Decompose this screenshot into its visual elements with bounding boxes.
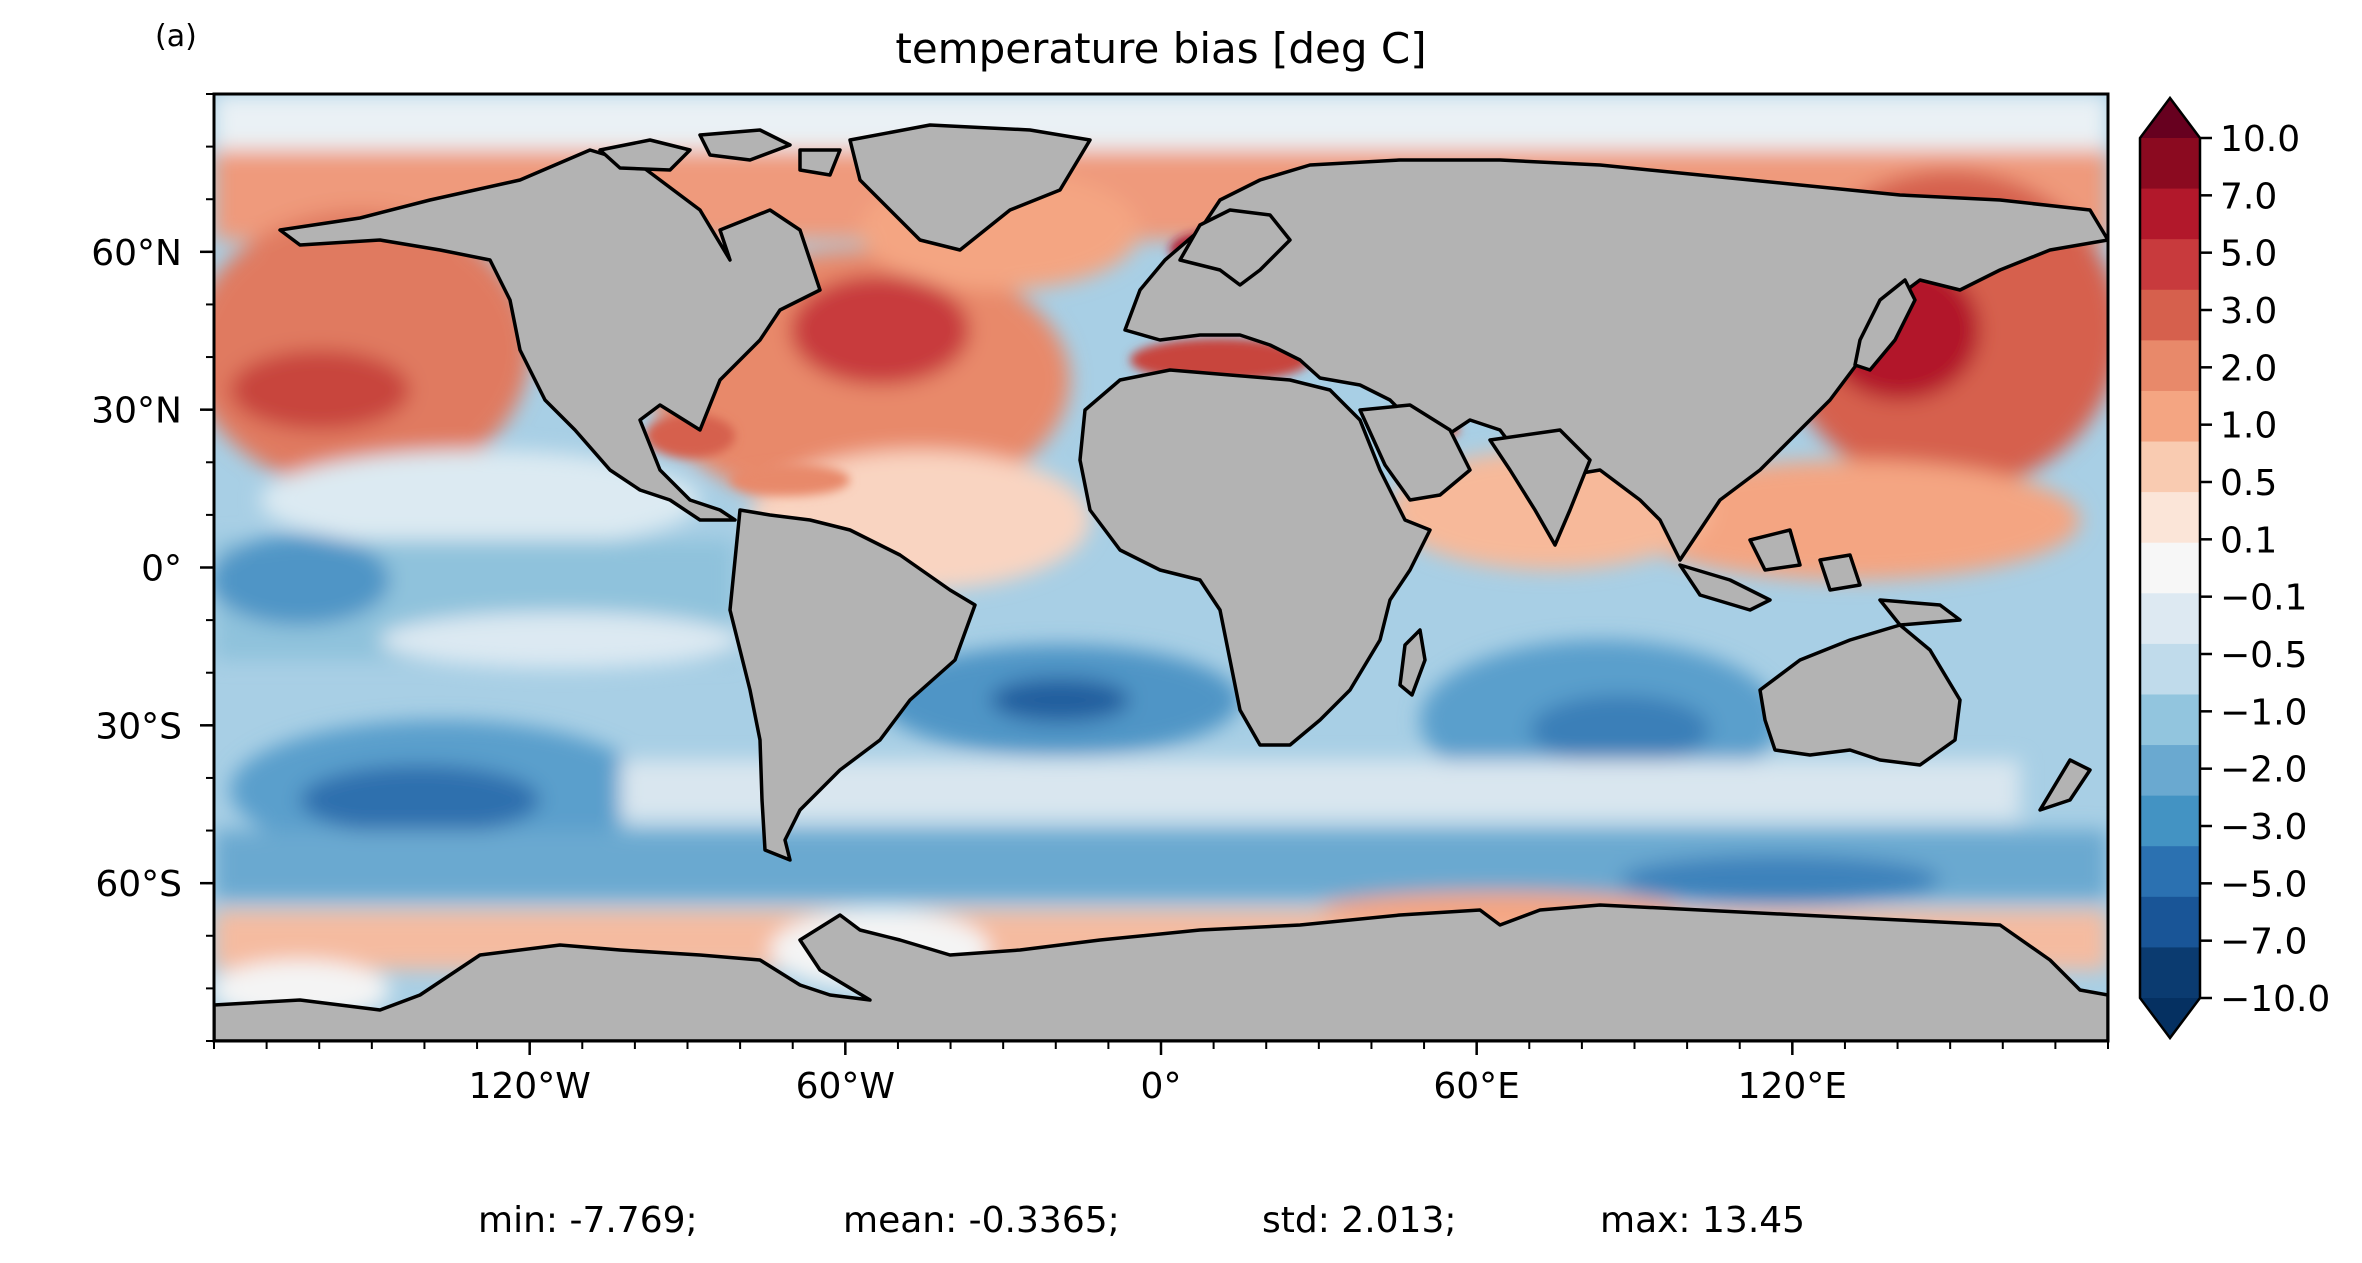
land-north-america [278,148,822,522]
land-arctic-islands [598,128,842,177]
colorbar-extend-under [2140,998,2200,1038]
colorbar-tick-label: −2.0 [2220,750,2307,791]
colorbar-bin [2140,542,2200,594]
land-arabia [1358,403,1472,502]
colorbar-bin [2140,239,2200,291]
colorbar-bin [2140,643,2200,695]
colorbar-bin [2140,289,2200,341]
colorbar-tick-label: 3.0 [2220,291,2277,332]
land-scandinavia [1178,208,1292,287]
colorbar-bin [2140,492,2200,544]
y-tick-label: 60°N [91,233,182,274]
y-tick-label: 0° [141,549,182,590]
stat-std: std: 2.013; [1262,1200,1456,1241]
land-greenland [848,123,1092,252]
map-panel [214,94,2108,1041]
colorbar-tick-label: 7.0 [2220,176,2277,217]
colorbar-extend-over [2140,98,2200,138]
colorbar-bin [2140,745,2200,797]
land-eurasia [1123,158,2108,562]
map-axes: 120°W 60°W 0° 60°E 120°E 60°N 30°N 0° 30°S 60°S [91,93,2109,1107]
land-india [1488,428,1592,547]
land-antarctica [214,903,2108,1041]
map-title: temperature bias [deg C] [895,24,1426,73]
colorbar: 10.0 7.0 5.0 3.0 2.0 1.0 0.5 0.1 −0.1 −0.5 −1.0 −2.… [2138,95,2330,1041]
colorbar-bin [2140,947,2200,999]
land [214,123,2108,1041]
colorbar-bin [2140,593,2200,645]
x-tick-label: 60°E [1433,1066,1520,1107]
colorbar-bin [2140,694,2200,746]
land-new-zealand [2038,758,2092,812]
colorbar-tick-label: 0.5 [2220,463,2277,504]
x-tick-label: 120°E [1738,1066,1847,1107]
colorbar-tick-label: −0.1 [2220,578,2307,619]
x-tick-label: 60°W [796,1066,895,1107]
colorbar-bin [2140,188,2200,240]
land-africa [1078,368,1432,747]
y-tick-label: 30°S [95,706,182,747]
x-tick-label: 120°W [469,1066,591,1107]
colorbar-tick-label: 1.0 [2220,406,2277,447]
panel-label: (a) [155,19,197,54]
colorbar-tick-label: 0.1 [2220,520,2277,561]
colorbar-tick-label: 10.0 [2220,119,2300,160]
y-tick-label: 60°S [95,864,182,905]
colorbar-tick-label: 2.0 [2220,348,2277,389]
colorbar-tick-label: −7.0 [2220,922,2307,963]
land-japan [1853,278,1917,372]
colorbar-tick-label: −5.0 [2220,864,2307,905]
stat-min: min: -7.769; [478,1200,698,1241]
land-australia [1758,623,1962,767]
colorbar-tick-label: −10.0 [2220,979,2330,1020]
colorbar-bin [2140,795,2200,847]
stat-mean: mean: -0.3365; [843,1200,1120,1241]
colorbar-bin [2140,138,2200,190]
colorbar-tick-label: 5.0 [2220,234,2277,275]
colorbar-tick-label: −1.0 [2220,692,2307,733]
stat-max: max: 13.45 [1600,1200,1805,1241]
colorbar-bin [2140,340,2200,392]
land-madagascar [1398,628,1427,697]
colorbar-bin [2140,390,2200,443]
colorbar-tick-label: −0.5 [2220,635,2307,676]
colorbar-tick-label: −3.0 [2220,807,2307,848]
x-tick-label: 0° [1141,1066,1182,1107]
land-indonesia [1678,528,1962,627]
colorbar-bin [2140,441,2200,493]
colorbar-bin [2140,896,2200,948]
land-south-america [728,508,977,862]
y-tick-label: 30°N [91,391,182,432]
colorbar-bin [2140,846,2200,898]
